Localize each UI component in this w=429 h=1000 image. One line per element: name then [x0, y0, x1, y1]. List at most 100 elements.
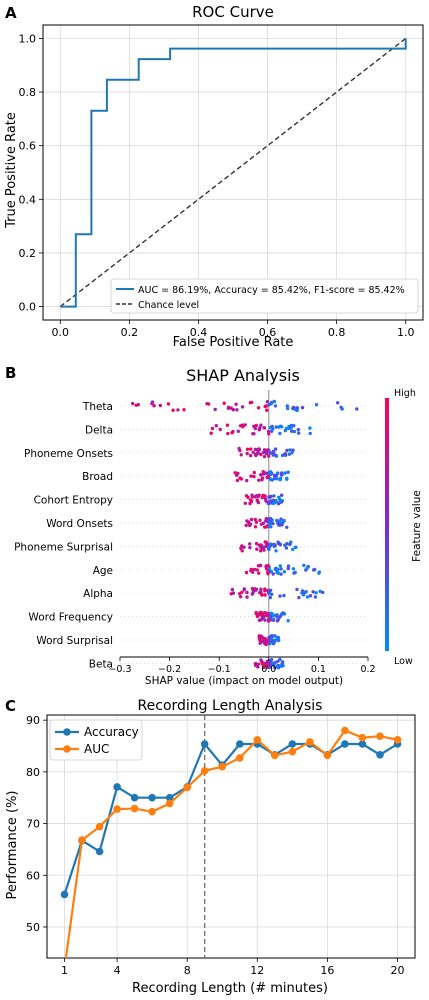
- shap-dot: [270, 429, 274, 433]
- shap-dot: [278, 564, 282, 568]
- rl-point-auc: [271, 751, 279, 760]
- shap-dot: [259, 587, 263, 591]
- shap-dot: [283, 471, 287, 475]
- shap-dot: [256, 500, 261, 505]
- shap-dot: [213, 407, 217, 412]
- shap-dot: [235, 408, 239, 412]
- shap-dot: [230, 431, 234, 435]
- rl-point-auc: [358, 733, 367, 742]
- colorbar-high-label: High: [394, 388, 416, 399]
- roc-ytick-label: 0.8: [19, 86, 37, 99]
- rl-series-line-accuracy: [63, 741, 399, 895]
- shap-dot: [262, 665, 266, 670]
- shap-dot: [308, 426, 312, 430]
- shap-dot: [268, 425, 273, 430]
- shap-xtick-label: 0.2: [360, 664, 375, 675]
- shap-dot: [239, 595, 243, 599]
- shap-dot: [260, 476, 265, 480]
- shap-dot: [258, 610, 262, 615]
- shap-dot: [171, 408, 175, 412]
- shap-dot: [286, 470, 290, 474]
- shap-dot: [263, 618, 267, 622]
- shap-dot: [243, 423, 247, 427]
- shap-dot: [305, 566, 309, 570]
- rl-point-accuracy: [60, 890, 69, 899]
- rl-point-auc: [393, 736, 402, 744]
- shap-feature-label: Broad: [82, 471, 113, 483]
- shap-dot: [252, 432, 256, 436]
- shap-dot: [242, 545, 246, 549]
- roc-legend-label: AUC = 86.19%, Accuracy = 85.42%, F1-scor…: [138, 285, 405, 296]
- shap-dot: [248, 401, 252, 405]
- shap-dot: [267, 403, 271, 407]
- shap-dot: [152, 404, 156, 408]
- shap-dot: [240, 549, 244, 553]
- roc-xtick-label: 0.0: [52, 326, 70, 339]
- shap-dot: [283, 453, 288, 457]
- roc-plot-frame: [42, 24, 424, 321]
- shap-dot: [275, 477, 279, 481]
- shap-dot: [252, 470, 256, 475]
- shap-dot: [255, 547, 259, 551]
- shap-dot: [268, 522, 272, 526]
- shap-dot: [266, 572, 270, 576]
- shap-dot: [245, 478, 249, 483]
- roc-curve-line: [60, 38, 407, 308]
- shap-dot: [278, 519, 282, 524]
- rl-point-auc: [183, 783, 191, 792]
- shap-dot: [271, 453, 275, 457]
- roc-xtick-label: 1.0: [397, 326, 415, 339]
- shap-dot: [281, 611, 285, 615]
- shap-dot: [243, 501, 247, 505]
- shap-dot: [268, 642, 272, 646]
- shap-dot: [166, 402, 171, 406]
- shap-dot: [295, 587, 299, 592]
- shap-dot: [340, 407, 344, 411]
- shap-dot: [255, 614, 260, 619]
- rl-series-line-auc: [64, 729, 398, 958]
- rl-point-accuracy: [165, 793, 174, 802]
- shap-dot: [236, 429, 240, 433]
- shap-dot: [264, 639, 268, 643]
- shap-dot: [280, 523, 284, 527]
- shap-dot: [263, 525, 267, 529]
- rl-xtick-label: 20: [390, 964, 404, 977]
- shap-dot: [235, 478, 240, 483]
- shap-dot: [276, 502, 281, 506]
- shap-dot: [271, 572, 275, 576]
- rl-point-auc: [165, 799, 174, 808]
- shap-dot: [308, 431, 312, 436]
- shap-dot: [210, 426, 215, 431]
- shap-dot: [245, 451, 249, 456]
- rl-point-auc: [78, 836, 86, 844]
- shap-dot: [275, 614, 279, 619]
- shap-feature-label: Alpha: [83, 588, 113, 600]
- shap-dot: [239, 477, 244, 481]
- rl-point-accuracy: [113, 783, 121, 791]
- shap-dot: [278, 431, 282, 436]
- rl-plot-frame: [46, 714, 416, 959]
- rl-series-group: [60, 726, 402, 958]
- shap-dot: [265, 448, 270, 452]
- shap-dot: [274, 549, 278, 553]
- shap-dot: [231, 591, 236, 595]
- shap-dot: [255, 498, 259, 502]
- roc-xtick-label: 0.6: [259, 326, 277, 339]
- shap-dot: [260, 615, 265, 619]
- rl-legend-swatch-dot: [63, 745, 71, 753]
- shap-dot: [262, 548, 266, 552]
- rl-point-accuracy: [358, 740, 367, 748]
- shap-dot: [311, 590, 315, 594]
- shap-dot: [355, 407, 359, 411]
- shap-dot: [266, 474, 270, 478]
- shap-dot: [300, 405, 305, 410]
- rl-point-auc: [200, 767, 209, 775]
- shap-dot: [273, 404, 278, 408]
- rl-ytick-label: 50: [26, 921, 40, 934]
- shap-title: SHAP Analysis: [186, 366, 300, 385]
- rl-ytick-label: 90: [26, 714, 40, 727]
- shap-dot: [264, 518, 268, 522]
- shap-dot: [268, 518, 272, 522]
- shap-dot: [267, 454, 271, 458]
- shap-dot: [271, 521, 275, 526]
